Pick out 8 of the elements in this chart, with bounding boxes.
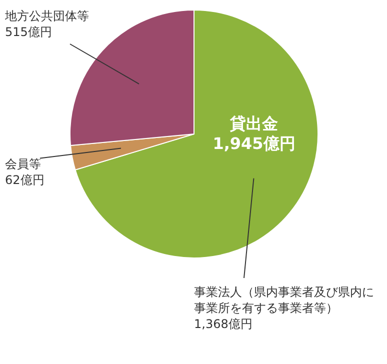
slice-label: 地方公共団体等 — [5, 8, 90, 24]
data-label: 1,368億円 — [194, 316, 254, 332]
data-label: 62億円 — [5, 172, 46, 188]
data-label: 515億円 — [5, 24, 53, 40]
text: 貸出金 — [229, 114, 279, 134]
slice-label: 事業法人（県内事業者及び県内に事業所を有する事業者等） — [194, 284, 375, 316]
text: 1,945億円 — [212, 134, 296, 154]
slice-label: 会員等 — [5, 156, 42, 172]
